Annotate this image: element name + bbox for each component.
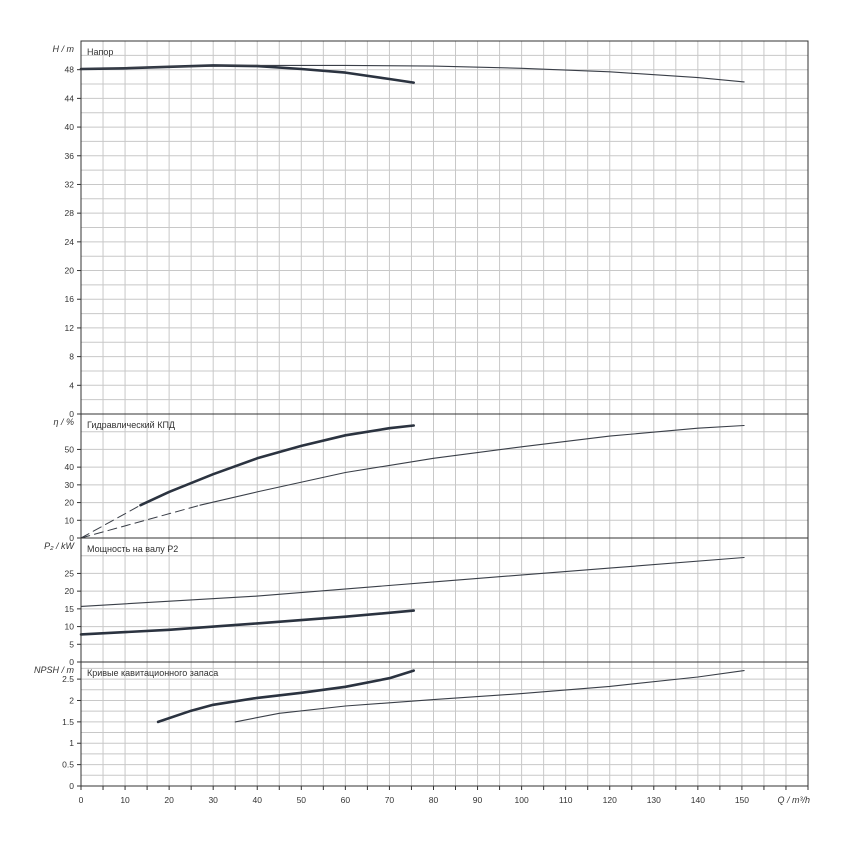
x-tick-label: 40 bbox=[253, 795, 263, 805]
y-tick-label: 1 bbox=[69, 738, 74, 748]
panel-title: Мощность на валу P2 bbox=[87, 544, 178, 554]
x-axis: 0 10 20 30 40 50 60 70 80 90 100 110 120 130 140 150 Q /… bbox=[79, 786, 810, 805]
panel-title: Гидравлический КПД bbox=[87, 420, 175, 430]
y-tick-label: 1.5 bbox=[62, 717, 74, 727]
y-tick-label: 20 bbox=[65, 498, 75, 508]
series-line-thin bbox=[234, 670, 745, 723]
x-tick-label: 70 bbox=[385, 795, 395, 805]
x-tick-label: 140 bbox=[691, 795, 705, 805]
x-tick-label: 90 bbox=[473, 795, 483, 805]
x-tick-label: 10 bbox=[120, 795, 130, 805]
y-tick-label: 16 bbox=[65, 294, 75, 304]
y-tick-label: 0 bbox=[69, 533, 74, 543]
series-line-dashed bbox=[80, 504, 201, 539]
x-tick-label: 60 bbox=[341, 795, 351, 805]
x-tick-label: 50 bbox=[297, 795, 307, 805]
x-tick-label: 130 bbox=[647, 795, 661, 805]
y-tick-label: 2.5 bbox=[62, 674, 74, 684]
y-tick-label: 28 bbox=[65, 208, 75, 218]
series-line-thick bbox=[139, 424, 415, 507]
y-tick-label: 0 bbox=[69, 657, 74, 667]
y-tick-label: 4 bbox=[69, 380, 74, 390]
y-tick-label: 50 bbox=[65, 444, 75, 454]
y-tick-label: 20 bbox=[65, 266, 75, 276]
y-tick-label: 10 bbox=[65, 622, 75, 632]
x-tick-label: 80 bbox=[429, 795, 439, 805]
series-line-thin bbox=[80, 556, 745, 607]
panel-efficiency: 0 10 20 30 40 50 η / % Гидравлический КПД bbox=[53, 413, 809, 543]
x-tick-label: 120 bbox=[603, 795, 617, 805]
x-tick-label: 0 bbox=[79, 795, 84, 805]
y-axis-label: H / m bbox=[53, 44, 75, 54]
panel-frame bbox=[80, 413, 809, 539]
y-tick-label: 8 bbox=[69, 352, 74, 362]
y-tick-label: 25 bbox=[65, 568, 75, 578]
y-tick-label: 15 bbox=[65, 604, 75, 614]
y-tick-label: 12 bbox=[65, 323, 75, 333]
y-tick-label: 44 bbox=[65, 93, 75, 103]
y-tick-label: 0 bbox=[69, 409, 74, 419]
y-tick-label: 36 bbox=[65, 151, 75, 161]
x-tick-label: 100 bbox=[515, 795, 529, 805]
panel-power: 0 5 10 15 20 25 P₂ / kW Мощность на валу P2 bbox=[44, 537, 809, 667]
series-line-thick bbox=[79, 609, 415, 636]
x-tick-label: 20 bbox=[164, 795, 174, 805]
y-axis-label: P₂ / kW bbox=[44, 541, 75, 551]
y-tick-label: 0 bbox=[69, 781, 74, 791]
x-axis-label: Q / m³/h bbox=[777, 795, 810, 805]
panel-frame bbox=[80, 661, 809, 787]
y-tick-label: 30 bbox=[65, 480, 75, 490]
x-tick-label: 30 bbox=[208, 795, 218, 805]
series-line-dashed bbox=[80, 504, 141, 539]
y-tick-label: 2 bbox=[69, 695, 74, 705]
y-tick-label: 48 bbox=[65, 65, 75, 75]
x-tick-label: 110 bbox=[559, 795, 573, 805]
series-line-thin bbox=[80, 64, 745, 83]
y-tick-label: 20 bbox=[65, 586, 75, 596]
y-tick-label: 32 bbox=[65, 179, 75, 189]
series-line-thick bbox=[156, 669, 415, 724]
y-tick-label: 0.5 bbox=[62, 760, 74, 770]
y-tick-label: 24 bbox=[65, 237, 75, 247]
y-axis-label: NPSH / m bbox=[34, 665, 75, 675]
y-axis-label: η / % bbox=[53, 417, 74, 427]
y-tick-label: 10 bbox=[65, 515, 75, 525]
series-line-thin bbox=[199, 424, 745, 506]
panel-title: Кривые кавитационного запаса bbox=[87, 668, 218, 678]
y-tick-label: 40 bbox=[65, 122, 75, 132]
y-tick-label: 40 bbox=[65, 462, 75, 472]
y-tick-label: 5 bbox=[69, 639, 74, 649]
x-tick-label: 150 bbox=[735, 795, 749, 805]
panel-title: Напор bbox=[87, 47, 113, 57]
